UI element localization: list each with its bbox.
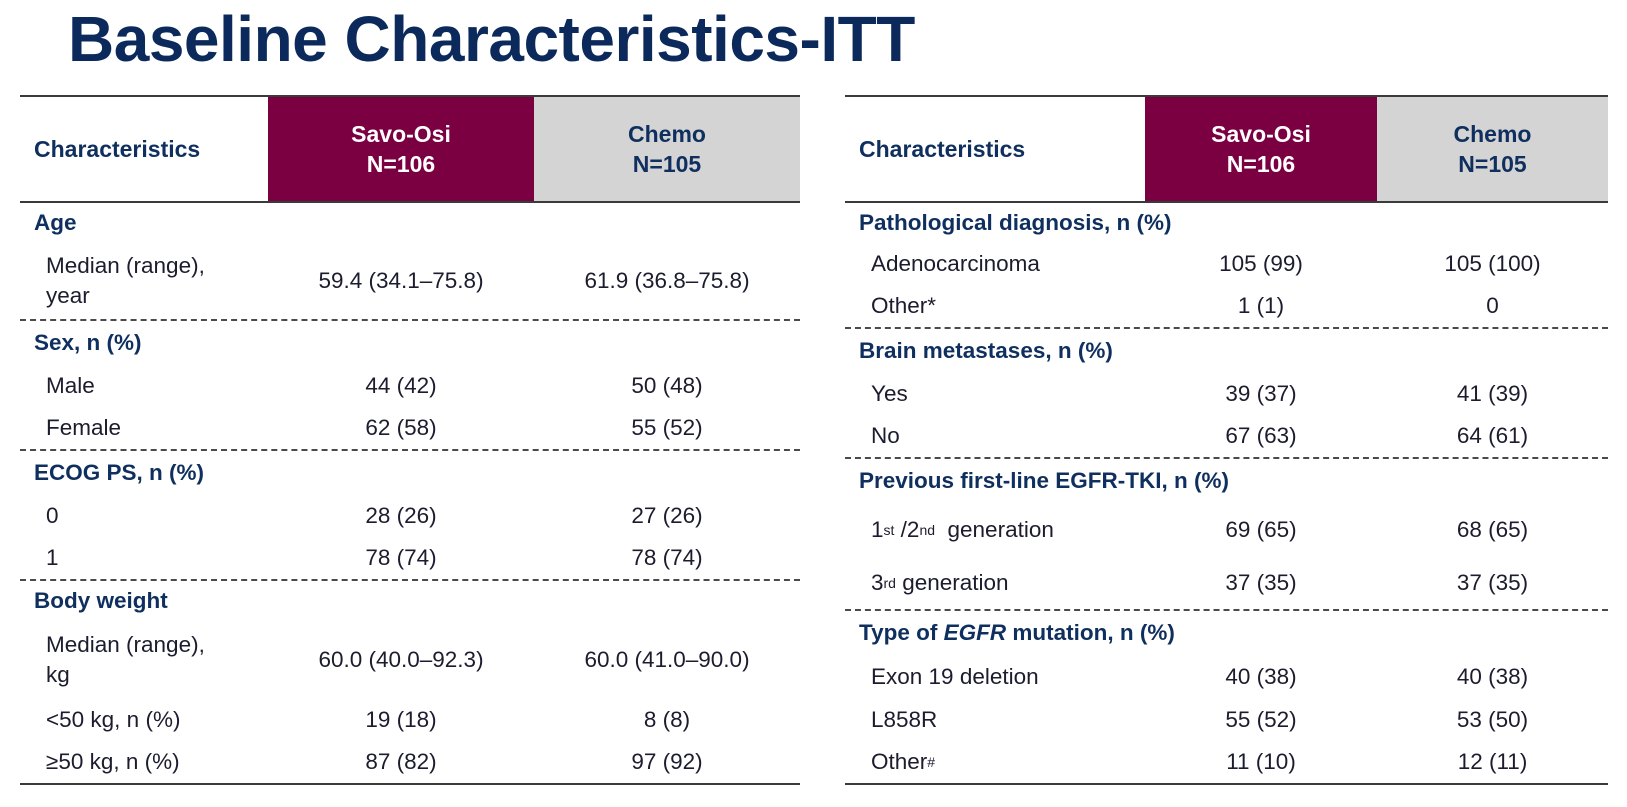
table-row-ecog-0: 0 28 (26) 27 (26) — [46, 503, 703, 528]
section-heading-ecog: ECOG PS, n (%) — [34, 460, 205, 485]
section-heading-pathology: Pathological diagnosis, n (%) — [859, 210, 1172, 235]
table-row-weight-lt50: <50 kg, n (%) 19 (18) 8 (8) — [46, 707, 691, 732]
table-row-mutation-other: Other # 11 (10) 12 (11) — [845, 741, 1608, 785]
baseline-table-right: Characteristics Savo-Osi N=106 Chemo N=1… — [845, 95, 1608, 785]
header-savo-osi: Savo-Osi N=106 — [268, 97, 534, 201]
header-chemo: Chemo N=105 — [1377, 97, 1608, 201]
table-row-brain-yes: Yes 39 (37) 41 (39) — [871, 381, 1529, 406]
baseline-table-left: Characteristics Savo-Osi N=106 Chemo N=1… — [20, 95, 800, 785]
table-row-ecog-1: 1 78 (74) 78 (74) — [20, 537, 800, 581]
table-header: Characteristics Savo-Osi N=106 Chemo N=1… — [845, 95, 1608, 203]
table-row-male: Male 44 (42) 50 (48) — [46, 373, 703, 398]
header-characteristics: Characteristics — [859, 135, 1026, 162]
header-arm1-name: Savo-Osi — [1211, 121, 1311, 147]
header-savo-osi: Savo-Osi N=106 — [1145, 97, 1377, 201]
table-row-pathology-other: Other* 1 (1) 0 — [845, 285, 1608, 329]
table-row-age-median: Median (range), year 59.4 (34.1–75.8) 61… — [20, 243, 800, 321]
table-row-brain-no: No 67 (63) 64 (61) — [845, 415, 1608, 459]
header-arm2-name: Chemo — [628, 121, 706, 147]
header-arm2-n: N=105 — [1458, 151, 1527, 177]
section-heading-brain: Brain metastases, n (%) — [859, 338, 1113, 363]
table-row-weight-median: Median (range), kg 60.0 (40.0–92.3) 60.0… — [46, 632, 750, 687]
section-heading-mutation: Type of EGFR mutation, n (%) — [859, 620, 1175, 645]
header-arm1-n: N=106 — [366, 151, 436, 177]
header-arm2-n: N=105 — [632, 151, 702, 177]
section-heading-age: Age — [34, 210, 77, 235]
table-row-weight-ge50: ≥50 kg, n (%) 87 (82) 97 (92) — [20, 741, 800, 785]
header-arm2-name: Chemo — [1453, 121, 1532, 147]
table-row-l858r: L858R 55 (52) 53 (50) — [871, 707, 1529, 732]
table-row-adenocarcinoma: Adenocarcinoma 105 (99) 105 (100) — [871, 251, 1541, 276]
header-chemo: Chemo N=105 — [534, 97, 800, 201]
header-characteristics: Characteristics — [34, 135, 201, 162]
page-title: Baseline Characteristics-ITT — [68, 3, 915, 75]
header-arm1-n: N=106 — [1226, 151, 1296, 177]
header-arm1-name: Savo-Osi — [351, 121, 451, 147]
section-heading-sex: Sex, n (%) — [34, 330, 142, 355]
section-heading-body-weight: Body weight — [34, 588, 168, 613]
table-row-female: Female 62 (58) 55 (52) — [20, 407, 800, 451]
section-heading-tki: Previous first-line EGFR-TKI, n (%) — [859, 468, 1230, 493]
table-header: Characteristics Savo-Osi N=106 Chemo N=1… — [20, 95, 800, 203]
table-row-exon19: Exon 19 deletion 40 (38) 40 (38) — [871, 664, 1529, 689]
